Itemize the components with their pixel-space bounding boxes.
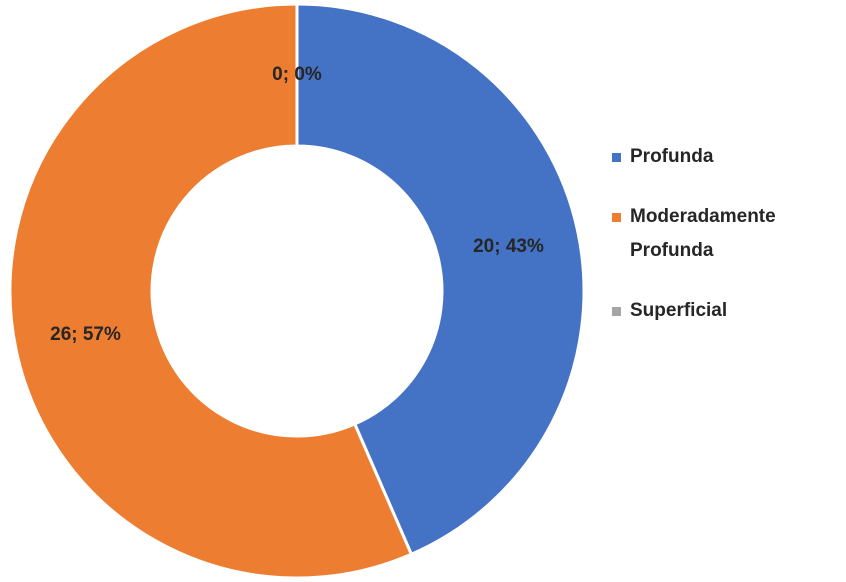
- legend-label: Profunda: [630, 146, 714, 167]
- legend-label: Superficial: [630, 300, 728, 321]
- legend-swatch: [612, 213, 621, 222]
- slice: [295, 2, 586, 557]
- legend-swatch: [612, 307, 621, 316]
- legend-swatch: [612, 153, 621, 162]
- data-label: 20; 43%: [473, 236, 544, 257]
- data-label: 26; 57%: [50, 324, 121, 345]
- data-label: 0; 0%: [272, 64, 322, 85]
- legend-label: Moderadamente Profunda: [630, 206, 776, 261]
- legend-item: Superficial: [612, 294, 820, 328]
- slice: [8, 2, 414, 580]
- legend-item: Profunda: [612, 140, 820, 174]
- legend: Profunda Moderadamente Profunda Superficia…: [612, 140, 842, 354]
- legend-item: Moderadamente Profunda: [612, 200, 820, 268]
